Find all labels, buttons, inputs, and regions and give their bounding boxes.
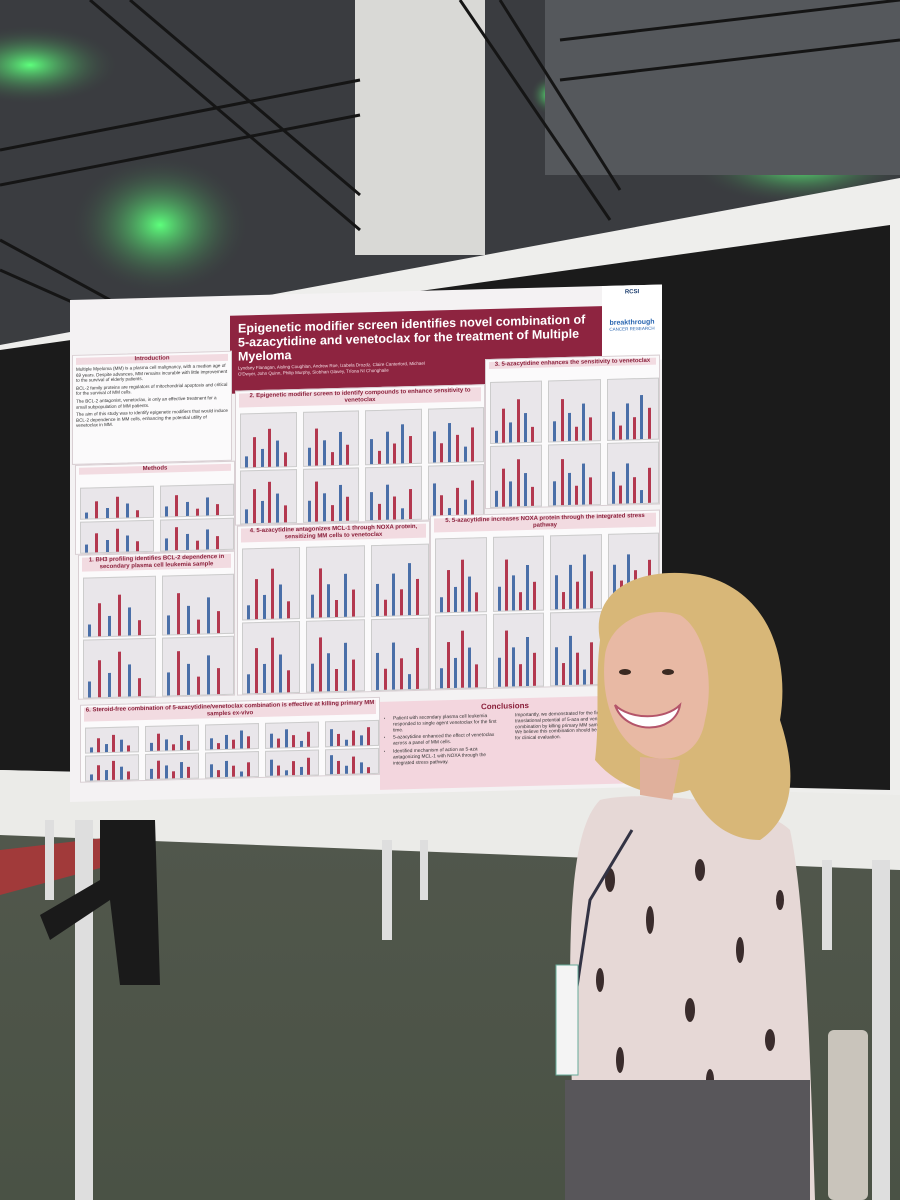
passerby	[40, 820, 160, 985]
green-light	[70, 155, 250, 295]
truss	[0, 0, 900, 312]
neck	[640, 757, 680, 800]
badge	[555, 964, 579, 1076]
eye	[619, 669, 631, 675]
smile	[614, 702, 682, 729]
green-light	[0, 25, 120, 105]
ceiling-panel	[545, 0, 900, 175]
pillar	[355, 0, 485, 255]
trousers	[565, 1080, 810, 1200]
eye	[662, 669, 674, 675]
red-carpet	[0, 835, 130, 895]
